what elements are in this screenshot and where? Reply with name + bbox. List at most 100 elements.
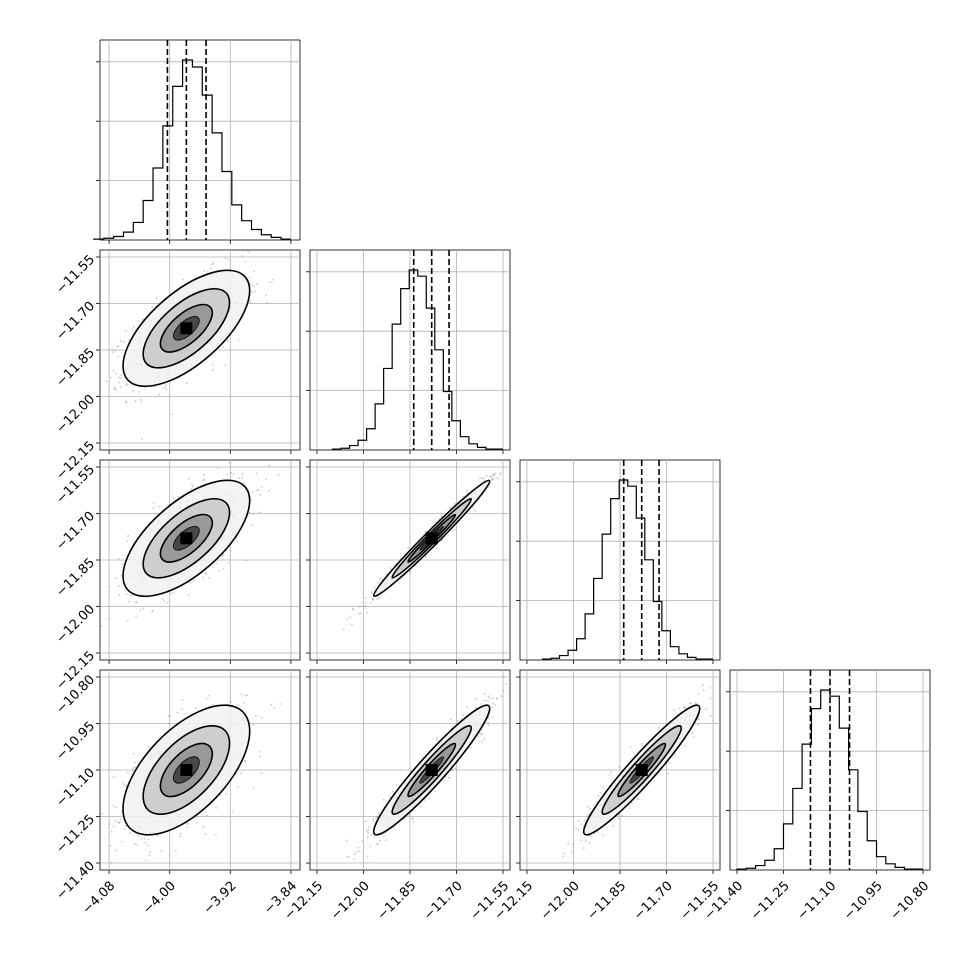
sample-point xyxy=(162,597,165,600)
sample-point xyxy=(252,284,254,287)
sample-point xyxy=(365,820,367,823)
sample-point xyxy=(120,377,122,380)
sample-point xyxy=(466,706,468,708)
sample-point xyxy=(155,297,158,299)
sample-point xyxy=(215,562,218,565)
sample-point xyxy=(189,581,192,584)
sample-point xyxy=(120,840,123,843)
density-peak xyxy=(425,532,438,545)
sample-point xyxy=(100,625,102,627)
sample-point xyxy=(241,477,244,479)
sample-point xyxy=(238,477,240,479)
sample-point xyxy=(376,843,379,845)
sample-point xyxy=(190,488,193,490)
sample-point xyxy=(125,384,128,387)
sample-point xyxy=(240,693,243,696)
sample-point xyxy=(116,345,119,348)
sample-point xyxy=(203,270,205,273)
sample-point xyxy=(166,601,169,604)
sample-point xyxy=(153,385,156,388)
sample-point xyxy=(382,798,385,801)
sample-point xyxy=(131,329,134,332)
density-peak xyxy=(180,532,193,545)
sample-point xyxy=(353,852,356,855)
sample-point xyxy=(125,593,128,595)
sample-point xyxy=(481,740,483,743)
sample-point xyxy=(181,708,183,710)
sample-point xyxy=(244,694,247,697)
sample-point xyxy=(158,393,161,396)
sample-point xyxy=(409,570,412,573)
sample-point xyxy=(211,703,214,706)
sample-point xyxy=(139,608,142,611)
sample-point xyxy=(112,351,114,354)
sample-point xyxy=(384,839,387,842)
sample-point xyxy=(170,592,172,595)
sample-point xyxy=(160,850,163,852)
sample-point xyxy=(163,600,165,602)
sample-point xyxy=(241,255,244,257)
sample-point xyxy=(260,486,263,488)
sample-point xyxy=(279,703,282,705)
sample-point xyxy=(258,511,261,514)
sample-point xyxy=(361,840,364,842)
sample-point xyxy=(125,330,127,332)
sample-point xyxy=(188,594,190,596)
sample-point xyxy=(450,725,453,728)
sample-point xyxy=(121,563,124,566)
sample-point xyxy=(207,694,210,697)
sample-point xyxy=(253,270,256,273)
histogram-step xyxy=(93,59,291,240)
panel-3-1 xyxy=(306,669,511,874)
sample-point xyxy=(364,597,367,600)
sample-point xyxy=(483,699,486,702)
sample-point xyxy=(265,294,268,297)
sample-point xyxy=(165,388,168,391)
sample-point xyxy=(453,528,456,531)
sample-point xyxy=(131,595,134,597)
sample-point xyxy=(499,472,502,474)
sample-point xyxy=(268,465,270,467)
sample-point xyxy=(185,382,188,385)
sample-point xyxy=(176,711,179,714)
sample-point xyxy=(229,550,232,552)
sample-point xyxy=(212,262,215,265)
panel-2-2 xyxy=(516,459,721,664)
sample-point xyxy=(488,697,491,699)
sample-point xyxy=(140,437,143,440)
sample-point xyxy=(249,276,251,279)
sample-point xyxy=(112,776,115,778)
sample-point xyxy=(115,372,117,375)
sample-point xyxy=(120,374,123,376)
sample-point xyxy=(111,348,114,351)
sample-point xyxy=(182,278,184,281)
sample-point xyxy=(365,601,367,604)
sample-point xyxy=(126,383,128,385)
sample-point xyxy=(117,345,120,347)
sample-point xyxy=(112,825,115,828)
sample-point xyxy=(108,823,111,825)
sample-point xyxy=(474,510,477,512)
sample-point xyxy=(144,859,147,861)
sample-point xyxy=(465,489,468,492)
sample-point xyxy=(140,400,143,403)
sample-point xyxy=(205,697,208,700)
sample-point xyxy=(227,561,230,564)
sample-point xyxy=(440,514,443,516)
sample-point xyxy=(364,604,367,607)
sample-point xyxy=(236,540,239,543)
sample-point xyxy=(210,267,212,270)
sample-point xyxy=(132,390,135,392)
sample-point xyxy=(181,699,184,702)
sample-point xyxy=(237,338,240,341)
sample-point xyxy=(148,854,151,857)
sample-point xyxy=(126,620,129,622)
sample-point xyxy=(148,746,151,748)
sample-point xyxy=(110,830,113,833)
sample-point xyxy=(193,579,196,581)
sample-point xyxy=(348,856,351,859)
sample-point xyxy=(117,821,120,823)
sample-point xyxy=(208,577,211,580)
sample-point xyxy=(151,610,154,612)
sample-point xyxy=(119,818,122,821)
